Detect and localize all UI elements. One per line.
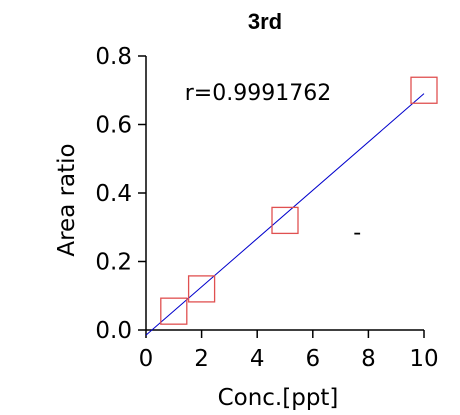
data-point — [160, 297, 188, 325]
regression-line — [145, 93, 425, 336]
chart-title: 3rd — [248, 9, 282, 34]
y-tick-label: 0.2 — [95, 250, 132, 276]
data-point — [271, 206, 299, 235]
x-tick-label: 0 — [139, 346, 154, 372]
correlation-annotation: r=0.9991762 — [185, 81, 331, 106]
y-tick-label: 0.0 — [95, 318, 132, 344]
x-tick-label: 6 — [305, 346, 320, 372]
chart-marks — [145, 76, 438, 336]
data-point — [410, 76, 438, 104]
x-tick-label: 8 — [361, 346, 376, 372]
y-axis-label: Area ratio — [54, 143, 80, 256]
dash-marker: - — [353, 220, 361, 245]
axes: 0.0 0.2 0.4 0.6 0.8 0 2 4 6 8 10 — [95, 44, 438, 372]
x-axis-label: Conc.[ppt] — [218, 385, 339, 411]
y-tick-label: 0.6 — [95, 113, 132, 139]
y-tick-label: 0.4 — [95, 181, 132, 207]
y-tick-label: 0.8 — [95, 44, 132, 70]
x-tick-label: 2 — [194, 346, 209, 372]
data-point — [187, 275, 216, 303]
x-tick-label: 10 — [409, 346, 438, 372]
x-tick-label: 4 — [250, 346, 265, 372]
